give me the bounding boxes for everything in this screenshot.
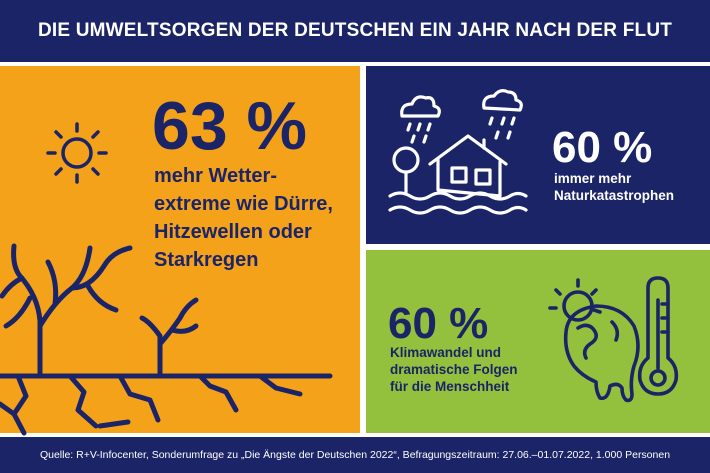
panel-natural-disasters: 60 % immer mehr Naturkatastrophen bbox=[366, 66, 710, 244]
flooded-house-icon bbox=[388, 89, 528, 215]
sun-icon bbox=[46, 122, 108, 184]
stat-label-weather: mehr Wetter- extreme wie Dürre, Hitzewel… bbox=[154, 165, 333, 271]
melting-globe-thermometer-icon bbox=[548, 276, 679, 403]
headline-bar: DIE UMWELTSORGEN DER DEUTSCHEN EIN JAHR … bbox=[0, 0, 710, 62]
stat-value-climate: 60 % bbox=[388, 299, 489, 348]
headline: DIE UMWELTSORGEN DER DEUTSCHEN EIN JAHR … bbox=[37, 20, 673, 41]
stat-label-disasters: immer mehr Naturkatastrophen bbox=[554, 171, 675, 203]
panel-weather-extremes: 63 % mehr Wetter- extreme wie Dürre, Hit… bbox=[0, 66, 360, 436]
stat-value-weather: 63 % bbox=[152, 88, 307, 164]
dry-tree-cracked-ground-icon bbox=[0, 243, 333, 436]
source-note: Quelle: R+V-Infocenter, Sonderumfrage zu… bbox=[39, 449, 671, 461]
stat-value-disasters: 60 % bbox=[552, 123, 653, 172]
panel-climate-change: 60 % Klimawandel und dramatische Folgen … bbox=[366, 250, 710, 433]
source-bar: Quelle: R+V-Infocenter, Sonderumfrage zu… bbox=[0, 437, 710, 473]
stat-label-climate: Klimawandel und dramatische Folgen für d… bbox=[390, 345, 518, 394]
